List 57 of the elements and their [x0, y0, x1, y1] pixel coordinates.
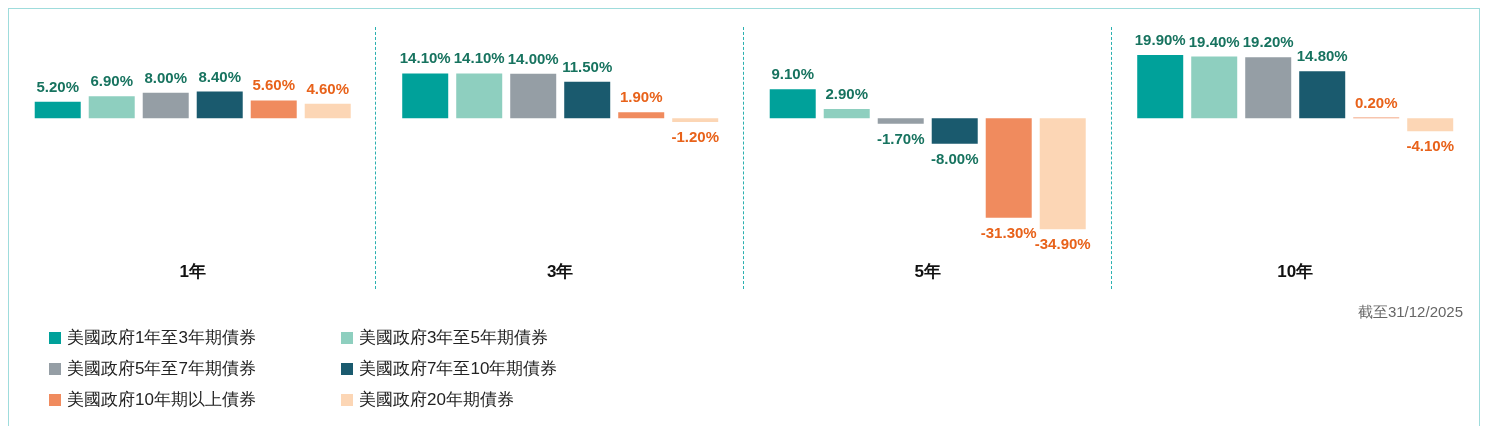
data-label: -31.30%	[980, 223, 1037, 241]
bar	[618, 112, 665, 119]
bar	[985, 118, 1032, 218]
bar	[304, 103, 351, 119]
data-label: 19.90%	[1134, 30, 1186, 48]
data-label: -8.00%	[930, 149, 979, 167]
bar	[1137, 54, 1184, 119]
bar	[1407, 118, 1454, 132]
x-tick-label: 5年	[914, 262, 941, 282]
legend-label: 美國政府10年期以上債券	[67, 389, 256, 411]
bar	[1191, 56, 1238, 119]
x-tick-label: 1年	[179, 262, 206, 282]
data-label: 14.00%	[507, 49, 559, 67]
bar	[402, 73, 449, 119]
bar	[456, 73, 503, 119]
data-label: 14.10%	[453, 49, 505, 67]
bar	[1245, 57, 1292, 119]
bar	[769, 89, 816, 119]
bar	[34, 101, 81, 119]
data-label: 8.00%	[144, 68, 187, 86]
x-tick-label: 3年	[547, 262, 574, 282]
bar	[823, 109, 870, 119]
x-tick-label: 10年	[1277, 262, 1314, 282]
bar	[88, 96, 135, 119]
data-label: -1.20%	[671, 128, 719, 146]
data-label: -4.10%	[1406, 137, 1454, 155]
bar	[877, 118, 924, 124]
data-label: 5.20%	[36, 77, 79, 95]
legend-label: 美國政府1年至3年期債券	[67, 327, 256, 349]
data-label: -1.70%	[876, 129, 925, 147]
data-label: 11.50%	[562, 57, 613, 75]
data-label: 14.10%	[399, 49, 451, 67]
data-label: 6.90%	[90, 72, 133, 90]
legend-label: 美國政府7年至10年期債券	[359, 358, 558, 380]
bar	[1299, 71, 1346, 119]
legend-label: 美國政府20年期債券	[359, 389, 514, 411]
text: 截至31/12/2025	[1356, 303, 1463, 322]
bar	[672, 118, 719, 123]
legend-label: 美國政府5年至7年期債券	[67, 358, 256, 380]
bar	[931, 118, 978, 144]
legend-label: 美國政府3年至5年期債券	[359, 327, 548, 349]
bar	[1039, 118, 1086, 230]
data-label: 14.80%	[1296, 47, 1348, 65]
data-label: 9.10%	[771, 65, 814, 83]
bar	[564, 81, 611, 119]
data-label: 8.40%	[198, 67, 241, 85]
bar	[142, 92, 189, 119]
data-label: 4.60%	[306, 79, 349, 97]
bar	[510, 73, 557, 119]
data-label: 2.90%	[825, 85, 868, 103]
data-label: 1.90%	[619, 88, 663, 106]
data-label: 5.60%	[252, 76, 295, 94]
data-label: 19.20%	[1242, 33, 1294, 51]
bar	[196, 91, 243, 119]
bar	[250, 100, 297, 119]
data-label: 19.40%	[1188, 32, 1240, 50]
data-label: 0.20%	[1354, 93, 1398, 111]
